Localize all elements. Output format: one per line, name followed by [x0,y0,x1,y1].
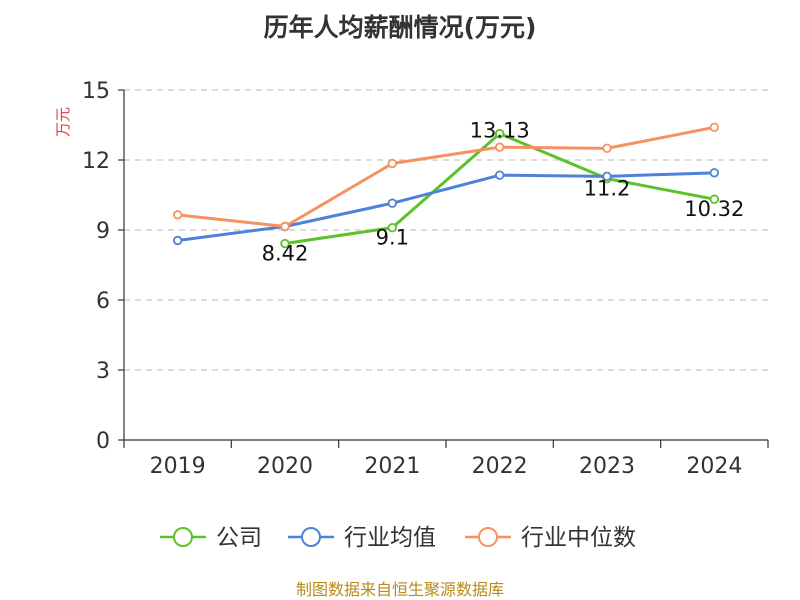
legend-marker-1 [301,527,321,547]
y-axis-label: 万元 [54,107,72,137]
legend-marker-0 [173,527,193,547]
y-tick-label-0: 0 [96,429,110,454]
x-tick-label-2020: 2020 [257,454,313,479]
point-1-2024 [709,168,720,178]
x-tick-label-2023: 2023 [579,454,635,479]
data-label-0-2023: 11.2 [584,177,631,201]
x-tick-label-2021: 2021 [364,454,420,479]
point-0-2021 [387,222,398,233]
y-tick-label-6: 6 [96,289,110,314]
point-2-2024 [709,122,720,133]
point-1-2022 [494,170,505,180]
data-labels: 8.42 9.1 13.13 11.2 10.32 [262,119,745,266]
y-tick-label-3: 3 [96,359,110,384]
point-2-2023 [602,143,612,154]
point-1-2019 [172,235,183,246]
legend-item-2[interactable]: 行业中位数 [465,525,636,551]
point-1-2023 [602,171,612,182]
series-line-2 [177,125,715,228]
point-0-2020 [280,238,290,249]
x-tick-label-2022: 2022 [472,454,528,479]
y-tick-label-12: 12 [82,149,110,174]
point-2-2022 [494,142,505,152]
legend-item-0[interactable]: 公司 [160,525,262,551]
grid-lines [124,89,768,371]
point-0-2024 [709,194,720,204]
data-label-0-2021: 9.1 [376,226,409,250]
chart-title: 历年人均薪酬情况(万元) [264,13,537,42]
legend-label-2: 行业中位数 [521,525,636,551]
point-1-2021 [387,198,398,208]
y-tick-label-15: 15 [82,79,110,104]
legend-marker-2 [478,527,498,547]
point-2-2019 [172,210,183,220]
series-group [172,122,720,249]
legend: 公司 行业均值 行业中位数 [160,525,636,551]
legend-item-1[interactable]: 行业均值 [288,525,436,551]
data-label-0-2024: 10.32 [684,197,744,221]
axes: 0 3 6 9 12 15 2019 2020 2021 2022 2023 2024 [82,79,769,479]
point-0-2022 [494,128,505,139]
y-tick-label-9: 9 [96,219,110,244]
point-2-2020 [280,221,290,232]
legend-label-0: 公司 [216,525,262,551]
legend-label-1: 行业均值 [344,525,436,551]
series-line-1 [177,171,715,242]
data-label-0-2022: 13.13 [470,119,530,143]
data-label-0-2020: 8.42 [262,242,309,266]
source-footer: 制图数据来自恒生聚源数据库 [296,580,504,599]
point-2-2021 [387,158,398,169]
x-tick-label-2024: 2024 [686,454,742,479]
x-tick-label-2019: 2019 [150,454,206,479]
